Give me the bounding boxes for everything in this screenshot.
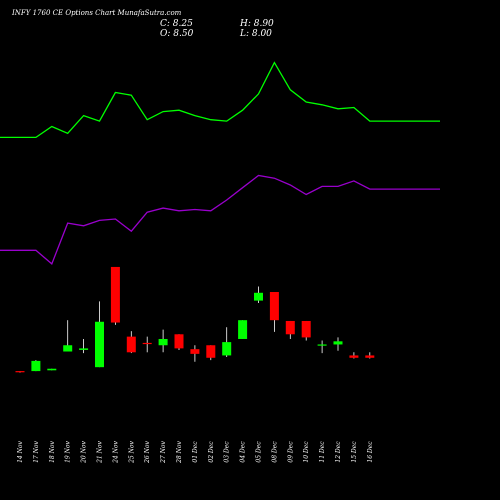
candle-18-nov bbox=[47, 368, 57, 371]
x-tick-label: 21 Nov bbox=[97, 440, 104, 463]
x-tick-label: 09 Dec bbox=[287, 441, 294, 463]
candle-24-nov bbox=[110, 266, 120, 325]
candle-body bbox=[174, 334, 184, 349]
x-tick-label: 19 Nov bbox=[65, 440, 72, 462]
x-tick-label: 10 Dec bbox=[303, 441, 310, 463]
candle-body bbox=[47, 368, 57, 371]
candle-04-dec bbox=[238, 320, 248, 339]
x-tick-label: 12 Dec bbox=[335, 441, 342, 463]
x-tick-label: 02 Dec bbox=[208, 441, 215, 463]
candle-10-dec bbox=[301, 320, 311, 341]
x-tick-label: 05 Dec bbox=[256, 441, 263, 463]
candle-body bbox=[349, 355, 359, 358]
candle-body bbox=[190, 349, 200, 354]
candle-19-nov bbox=[63, 320, 73, 352]
candle-body bbox=[79, 348, 89, 350]
chart-title: INFY 1760 CE Options Chart MunafaSutra.c… bbox=[12, 9, 182, 17]
indicator-line-2 bbox=[0, 174, 440, 265]
x-tick-label: 14 Nov bbox=[17, 440, 24, 462]
candle-body bbox=[333, 341, 343, 345]
candle-body bbox=[301, 320, 311, 338]
candle-21-nov bbox=[95, 301, 104, 368]
candle-26-nov bbox=[142, 336, 152, 353]
candle-body bbox=[142, 342, 152, 345]
candle-05-dec bbox=[254, 286, 263, 303]
candle-body bbox=[15, 371, 25, 373]
x-tick-label: 04 Dec bbox=[240, 441, 247, 463]
high-value: H: 8.90 bbox=[240, 19, 274, 29]
x-tick-label: 01 Dec bbox=[192, 441, 199, 463]
x-tick-label: 18 Nov bbox=[49, 440, 56, 462]
candle-17-nov bbox=[31, 360, 41, 372]
x-tick-label: 26 Nov bbox=[144, 440, 151, 463]
candle-body bbox=[63, 345, 73, 352]
candle-body bbox=[95, 321, 104, 368]
candle-12-dec bbox=[333, 337, 343, 351]
candle-body bbox=[254, 292, 263, 301]
candles bbox=[15, 266, 375, 373]
candle-25-nov bbox=[126, 331, 136, 354]
x-axis-labels: 14 Nov 17 Nov 18 Nov 19 Nov 20 Nov 21 Nov 24 N… bbox=[17, 440, 374, 463]
indicator-lines bbox=[0, 61, 440, 265]
indicator-line-1 bbox=[0, 61, 440, 139]
candle-28-nov bbox=[174, 334, 184, 350]
candle-16-dec bbox=[365, 352, 375, 359]
candle-11-dec bbox=[317, 340, 327, 354]
x-tick-label: 17 Nov bbox=[33, 440, 40, 462]
open-value: O: 8.50 bbox=[160, 29, 194, 39]
candle-body bbox=[126, 336, 136, 353]
candle-20-nov bbox=[79, 338, 89, 354]
candle-body bbox=[110, 266, 120, 323]
x-tick-label: 08 Dec bbox=[271, 441, 278, 463]
x-tick-label: 11 Dec bbox=[319, 441, 326, 463]
candle-body bbox=[365, 355, 375, 358]
candle-body bbox=[31, 360, 41, 372]
candle-body bbox=[158, 338, 168, 346]
candle-08-dec bbox=[269, 292, 279, 332]
close-value: C: 8.25 bbox=[160, 19, 193, 29]
candle-body bbox=[206, 345, 216, 358]
x-tick-label: 25 Nov bbox=[128, 440, 135, 463]
low-value: L: 8.00 bbox=[240, 29, 272, 39]
candle-01-dec bbox=[190, 345, 200, 362]
candle-02-dec bbox=[206, 345, 216, 361]
candle-03-dec bbox=[222, 327, 232, 357]
candle-body bbox=[222, 342, 232, 356]
x-tick-label: 16 Dec bbox=[367, 441, 374, 463]
x-tick-label: 20 Nov bbox=[81, 440, 88, 463]
x-tick-label: 27 Nov bbox=[160, 440, 167, 463]
candle-body bbox=[317, 344, 327, 346]
candle-body bbox=[285, 320, 295, 335]
candle-body bbox=[238, 320, 248, 339]
candle-body bbox=[269, 292, 279, 321]
x-tick-label: 15 Dec bbox=[351, 441, 358, 463]
candle-14-nov bbox=[15, 371, 25, 373]
candle-09-dec bbox=[285, 320, 295, 339]
x-tick-label: 28 Nov bbox=[176, 440, 183, 463]
x-tick-label: 24 Nov bbox=[112, 440, 119, 463]
candle-15-dec bbox=[349, 352, 359, 359]
candle-27-nov bbox=[158, 329, 168, 353]
x-tick-label: 03 Dec bbox=[224, 441, 231, 463]
